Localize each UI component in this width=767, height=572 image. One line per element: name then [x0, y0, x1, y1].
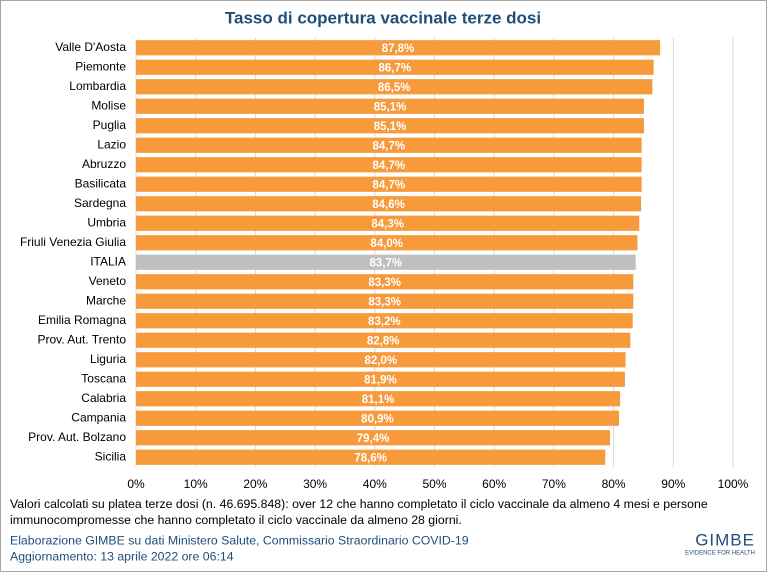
value-label: 83,2% — [368, 316, 401, 328]
note: Valori calcolati su platea terze dosi (n… — [10, 497, 708, 527]
bar — [136, 332, 631, 348]
y-tick-label: Abruzzo — [82, 157, 126, 171]
bar — [136, 371, 625, 387]
y-tick-label: Sicilia — [95, 449, 127, 463]
y-tick-label: Puglia — [93, 118, 127, 132]
value-label: 84,0% — [370, 238, 403, 250]
value-label: 84,6% — [372, 199, 405, 211]
bar — [136, 254, 636, 270]
x-tick-label: 0% — [127, 477, 145, 491]
y-tick-label: Calabria — [81, 391, 126, 405]
value-label: 87,8% — [382, 43, 415, 55]
value-label: 85,1% — [374, 121, 407, 133]
bar — [136, 352, 626, 368]
x-tick-label: 40% — [363, 477, 387, 491]
source: Elaborazione GIMBE su dati Ministero Sal… — [10, 533, 469, 547]
bar — [136, 98, 645, 114]
y-tick-label: Piemonte — [75, 59, 126, 73]
y-tick-label: Emilia Romagna — [38, 313, 126, 327]
y-tick-label: Campania — [71, 410, 126, 424]
x-tick-label: 90% — [661, 477, 685, 491]
y-tick-label: Veneto — [89, 274, 127, 288]
y-tick-label: ITALIA — [90, 254, 126, 268]
value-label: 84,7% — [373, 179, 406, 191]
logo-tagline: EVIDENCE FOR HEALTH — [685, 551, 755, 557]
y-tick-label: Basilicata — [75, 176, 127, 190]
y-tick-label: Umbria — [87, 215, 126, 229]
y-tick-label: Molise — [91, 98, 126, 112]
x-tick-label: 60% — [482, 477, 506, 491]
y-tick-label: Marche — [86, 293, 126, 307]
chart-title: Tasso di copertura vaccinale terze dosi — [225, 8, 541, 27]
y-tick-label: Lazio — [97, 137, 126, 151]
value-label: 84,7% — [373, 160, 406, 172]
value-label: 81,9% — [364, 374, 397, 386]
value-label: 82,8% — [367, 335, 400, 347]
bar — [136, 293, 634, 309]
y-tick-label: Prov. Aut. Trento — [38, 332, 127, 346]
bar — [136, 235, 638, 251]
bar — [136, 215, 640, 231]
x-tick-label: 70% — [542, 477, 566, 491]
value-label: 79,4% — [357, 433, 390, 445]
x-tick-label: 100% — [718, 477, 749, 491]
y-tick-label: Valle D'Aosta — [55, 40, 126, 54]
bar — [136, 59, 654, 75]
y-tick-label: Liguria — [90, 352, 126, 366]
value-label: 78,6% — [354, 452, 387, 464]
x-tick-label: 50% — [422, 477, 446, 491]
bar — [136, 430, 611, 446]
value-label: 84,3% — [371, 218, 404, 230]
logo: GIMBE — [695, 530, 755, 549]
y-tick-label: Lombardia — [69, 79, 126, 93]
bar — [136, 79, 653, 95]
y-tick-label: Prov. Aut. Bolzano — [28, 430, 126, 444]
bar — [136, 176, 642, 192]
bar — [136, 313, 633, 329]
bar — [136, 274, 634, 290]
value-label: 82,0% — [364, 355, 397, 367]
value-label: 86,7% — [378, 62, 411, 74]
bar — [136, 449, 606, 465]
bar — [136, 118, 645, 134]
bar — [136, 137, 642, 153]
x-tick-label: 20% — [243, 477, 267, 491]
value-label: 80,9% — [361, 413, 394, 425]
bar — [136, 196, 642, 212]
value-label: 83,3% — [368, 277, 401, 289]
updated: Aggiornamento: 13 aprile 2022 ore 06:14 — [10, 549, 234, 563]
value-label: 84,7% — [373, 140, 406, 152]
bar — [136, 40, 661, 56]
value-label: 83,7% — [370, 257, 403, 269]
bar — [136, 410, 619, 426]
value-label: 83,3% — [368, 296, 401, 308]
bar — [136, 391, 621, 407]
y-tick-label: Toscana — [81, 371, 126, 385]
y-tick-label: Sardegna — [74, 196, 126, 210]
x-tick-label: 30% — [303, 477, 327, 491]
value-label: 81,1% — [362, 394, 395, 406]
x-tick-label: 80% — [602, 477, 626, 491]
bar — [136, 157, 642, 173]
y-tick-label: Friuli Venezia Giulia — [20, 235, 126, 249]
value-label: 86,5% — [378, 82, 411, 94]
x-tick-label: 10% — [184, 477, 208, 491]
value-label: 85,1% — [374, 101, 407, 113]
